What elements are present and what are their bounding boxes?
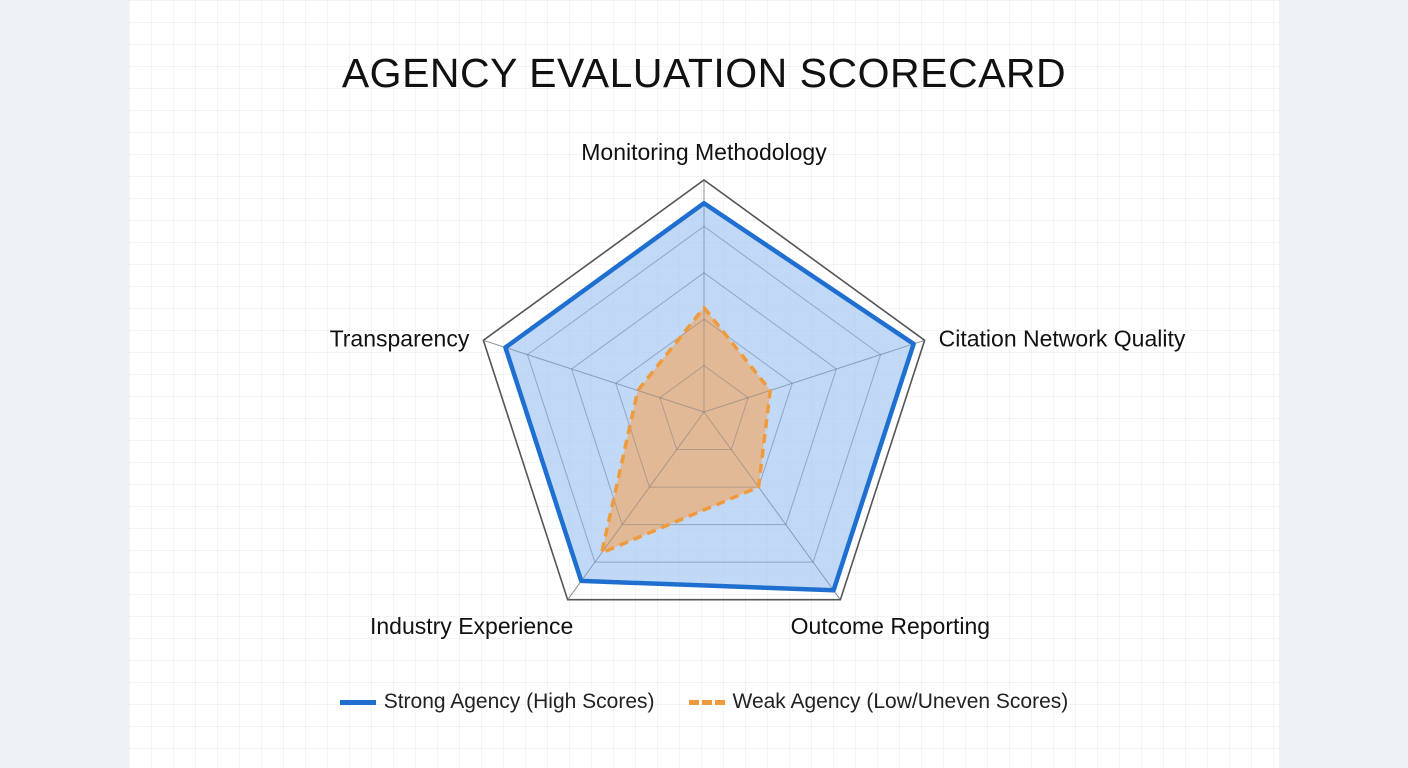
grid-overlay-ring-4 — [526, 225, 882, 563]
series-line-strong-agency — [503, 200, 916, 593]
series-area-weak-agency — [601, 307, 771, 553]
series-line-weak-agency — [599, 305, 772, 555]
axis-labels: Monitoring Methodology Citation Network Q… — [330, 139, 1186, 639]
chart-title: AGENCY EVALUATION SCORECARD — [341, 50, 1067, 96]
grid-overlay-spoke-4 — [567, 411, 705, 600]
axis-label-industry-experience: Industry Experience — [370, 613, 573, 639]
axis-label-citation-network-quality: Citation Network Quality — [939, 325, 1186, 351]
legend-item-strong-agency: Strong Agency (High Scores) — [339, 690, 655, 714]
radar-series — [483, 180, 925, 600]
axis-label-monitoring-methodology: Monitoring Methodology — [581, 139, 827, 165]
grid-overlay-ring-2 — [615, 318, 793, 488]
grid-overlay-spoke-5 — [483, 339, 705, 413]
grid-overlay — [483, 180, 925, 600]
grid-overlay-spoke-2 — [703, 339, 925, 413]
legend-swatch-dashed-line — [688, 699, 725, 705]
legend-swatch-solid-line — [339, 699, 376, 705]
legend-label-strong-agency: Strong Agency (High Scores) — [383, 690, 655, 713]
grid-overlay-ring-1 — [659, 364, 749, 451]
grid-overlay-spoke-3 — [703, 411, 841, 600]
chart-legend: Strong Agency (High Scores) Weak Agency … — [0, 690, 1408, 714]
axis-label-transparency: Transparency — [330, 325, 470, 351]
grid-ring-5 — [482, 179, 926, 601]
grid-overlay-ring-3 — [571, 272, 837, 526]
legend-item-weak-agency: Weak Agency (Low/Uneven Scores) — [688, 690, 1069, 714]
legend-label-weak-agency: Weak Agency (Low/Uneven Scores) — [732, 690, 1069, 713]
axis-label-outcome-reporting: Outcome Reporting — [791, 613, 990, 639]
